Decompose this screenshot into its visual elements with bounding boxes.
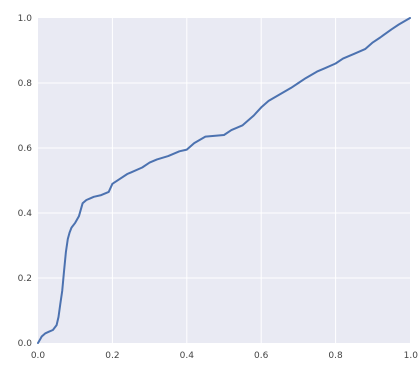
x-tick-label: 0.4 bbox=[180, 351, 195, 361]
series-line bbox=[37, 17, 411, 344]
y-tick-label: 0.6 bbox=[18, 144, 33, 154]
x-tick-label: 1.0 bbox=[404, 351, 419, 361]
x-tick-label: 0.2 bbox=[105, 351, 119, 361]
x-axis-tick-labels: 0.0 0.2 0.4 0.6 0.8 1.0 bbox=[31, 351, 418, 361]
x-tick-label: 0.8 bbox=[328, 351, 343, 361]
grid-lines bbox=[38, 18, 410, 343]
y-tick-label: 1.0 bbox=[18, 14, 33, 24]
y-tick-label: 0.2 bbox=[18, 274, 32, 284]
y-tick-label: 0.0 bbox=[18, 339, 33, 349]
plot-background bbox=[38, 18, 410, 343]
x-tick-label: 0.6 bbox=[254, 351, 269, 361]
y-axis-tick-labels: 0.0 0.2 0.4 0.6 0.8 1.0 bbox=[18, 14, 33, 349]
y-tick-label: 0.8 bbox=[18, 79, 33, 89]
y-tick-label: 0.4 bbox=[18, 209, 33, 219]
x-tick-label: 0.0 bbox=[31, 351, 46, 361]
